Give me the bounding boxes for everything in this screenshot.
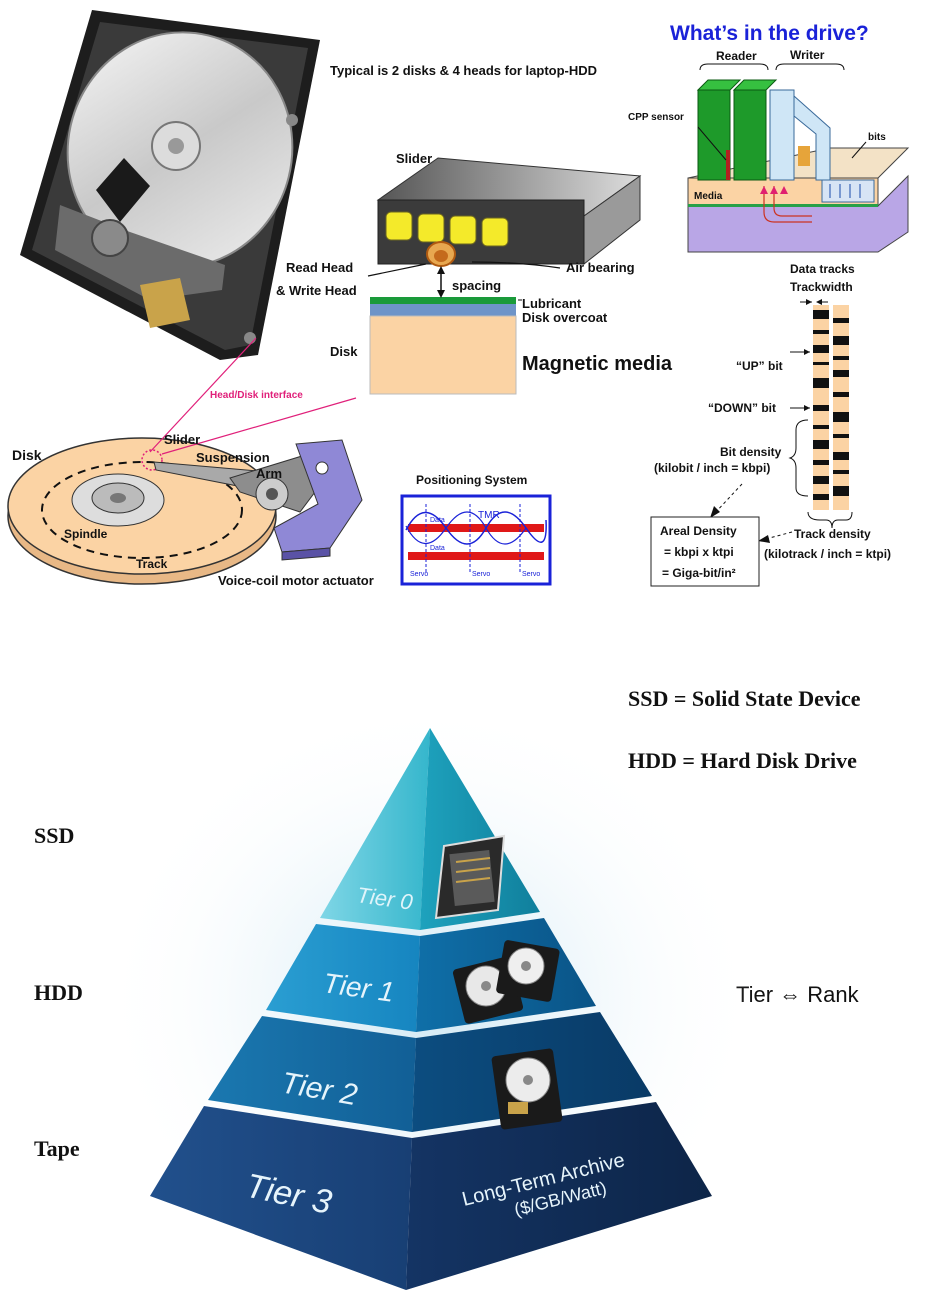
- lubricant-label: Lubricant: [522, 296, 582, 311]
- track-density-label: Track density: [794, 527, 871, 541]
- cpp-sensor-label: CPP sensor: [628, 112, 684, 123]
- disk-illustration: [7, 337, 363, 585]
- bit-density-label: Bit density: [720, 445, 782, 459]
- ssd-definition: SSD = Solid State Device: [628, 686, 861, 711]
- positioning-title: Positioning System: [416, 473, 527, 487]
- hdd-definition: HDD = Hard Disk Drive: [628, 748, 857, 773]
- lower-disk-label: Disk: [12, 447, 42, 463]
- up-bit-label: “UP” bit: [736, 359, 783, 373]
- tier3-face-left: [150, 1106, 412, 1290]
- tier1-face-left: [266, 924, 420, 1032]
- pos-tmr: TMR: [478, 510, 500, 521]
- arm-label: Arm: [256, 466, 282, 481]
- tier0-face-left: [320, 728, 430, 930]
- trackwidth-label: Trackwidth: [790, 280, 853, 294]
- pos-data-bottom: Data: [430, 545, 445, 552]
- lubricant-layer: [370, 297, 516, 304]
- drive-cutaway: [687, 63, 910, 253]
- areal-density-label: Areal Density: [660, 524, 737, 538]
- tier3-face-right: [406, 1102, 712, 1290]
- pos-servo-2: Servo: [472, 571, 490, 578]
- media-label: Media: [694, 191, 723, 202]
- tier-pyramid: [100, 700, 760, 1296]
- hdd-tier1-icon: [452, 940, 560, 1024]
- track-label: Track: [136, 557, 168, 571]
- hdd-tier2-icon: [491, 1048, 563, 1130]
- tier2-face-left: [208, 1016, 416, 1132]
- disk-label: Disk: [330, 344, 358, 359]
- hdd-header-note: Typical is 2 disks & 4 heads for laptop-…: [330, 63, 597, 78]
- slider-diagram: [367, 157, 642, 395]
- areal-density-formula: = kbpi x ktpi: [664, 545, 734, 559]
- ssd-icon: [434, 834, 506, 920]
- areal-density-unit: = Giga-bit/in²: [662, 566, 736, 580]
- left-label-ssd: SSD: [34, 823, 74, 848]
- data-tracks-label: Data tracks: [790, 262, 855, 276]
- reader-label: Reader: [716, 49, 757, 63]
- hdd-photo: [20, 10, 320, 360]
- disk-overcoat-label: Disk overcoat: [522, 310, 608, 325]
- magnetic-media-label: Magnetic media: [522, 353, 673, 375]
- head-disk-interface-label: Head/Disk interface: [210, 390, 303, 401]
- lower-slider-label: Slider: [164, 432, 200, 447]
- slider-label: Slider: [396, 151, 432, 166]
- air-bearing-label: Air bearing: [566, 260, 635, 275]
- track-strips: [710, 299, 853, 543]
- read-head-label: Read Head: [286, 260, 353, 275]
- magnetic-media-layer: [369, 315, 517, 395]
- pos-servo-1: Servo: [410, 571, 428, 578]
- track-density-unit: (kilotrack / inch = ktpi): [764, 547, 891, 561]
- pos-servo-3: Servo: [522, 571, 540, 578]
- down-bit-label: “DOWN” bit: [708, 401, 776, 415]
- left-label-tape: Tape: [34, 1136, 80, 1161]
- writer-label: Writer: [790, 48, 825, 62]
- bit-density-unit: (kilobit / inch = kbpi): [654, 461, 770, 475]
- write-head-label: & Write Head: [276, 283, 357, 298]
- spindle-label: Spindle: [64, 527, 108, 541]
- suspension-label: Suspension: [196, 450, 270, 465]
- bits-label: bits: [868, 132, 886, 143]
- left-label-hdd: HDD: [34, 980, 83, 1005]
- overcoat-layer: [370, 304, 516, 316]
- drive-title: What’s in the drive?: [670, 22, 869, 45]
- vcm-label: Voice-coil motor actuator: [218, 573, 374, 588]
- areal-density-box: [650, 516, 760, 587]
- positioning-chart: [400, 494, 552, 586]
- spacing-label: spacing: [452, 278, 501, 293]
- pos-data-top: Data: [430, 517, 445, 524]
